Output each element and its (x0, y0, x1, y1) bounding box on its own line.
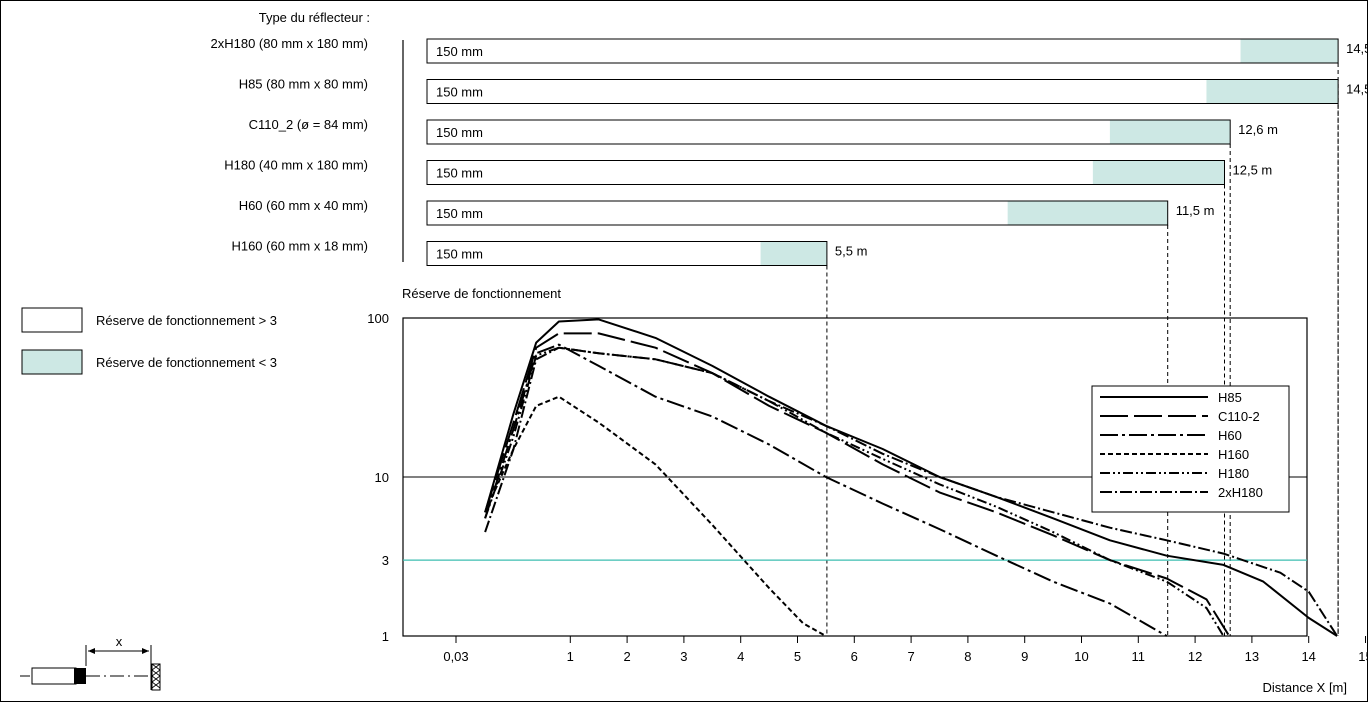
y-tick-label-3: 100 (367, 311, 389, 326)
series-line-2xh180 (484, 346, 1338, 637)
bar-min-label-4: 150 mm (436, 206, 483, 221)
bar-value-label-3: 12,5 m (1233, 163, 1273, 178)
bar-outline-1 (426, 79, 1339, 104)
legend-box-high (21, 307, 83, 333)
x-tick-label-10: 10 (1074, 649, 1088, 664)
bar-min-label-0: 150 mm (436, 44, 483, 59)
reflector-icon (150, 663, 161, 691)
y-tick-label-0: 1 (382, 629, 389, 644)
x-axis-label: Distance X [m] (1262, 680, 1347, 695)
reflector-label-2: C110_2 (ø = 84 mm) (249, 117, 368, 132)
bar-outline-3 (426, 160, 1225, 185)
legend-entry-0: H85 (1218, 390, 1242, 405)
range-bars: 2xH180 (80 mm x 180 mm) 150 mm 14,5 m H85 (… (211, 36, 1368, 636)
x-tick-label-2: 2 (623, 649, 630, 664)
x-tick-label-4: 4 (737, 649, 744, 664)
legend-entry-4: H180 (1218, 466, 1249, 481)
bar-value-label-5: 5,5 m (835, 244, 868, 259)
series-line-h180 (484, 346, 1225, 637)
bar-low-5 (760, 241, 827, 266)
bar-high-5 (427, 241, 761, 266)
legend-box-low (21, 349, 83, 375)
bar-outline-4 (426, 200, 1169, 226)
legend-entry-1: C110-2 (1218, 409, 1260, 424)
legend-label-low: Réserve de fonctionnement < 3 (96, 355, 277, 370)
bar-low-2 (1109, 120, 1231, 144)
series-legend: H85 C110-2 H60 H160 H180 2xH180 (1091, 385, 1290, 513)
bar-high-1 (427, 79, 1207, 104)
x-tick-label-7: 7 (907, 649, 914, 664)
bar-low-0 (1240, 39, 1339, 63)
series-line-h160 (484, 395, 827, 637)
x-tick-label-12: 12 (1188, 649, 1202, 664)
bar-min-label-5: 150 mm (436, 247, 483, 262)
bar-value-label-2: 12,6 m (1238, 122, 1278, 137)
x-tick-label-9: 9 (1021, 649, 1028, 664)
x-tick-label-11: 11 (1132, 649, 1146, 664)
legend-entry-5: 2xH180 (1218, 485, 1263, 500)
bar-outline-5 (426, 241, 828, 266)
series-line-h60 (484, 343, 1168, 637)
bar-outline-2 (426, 119, 1231, 145)
sensor-diagram: x (20, 634, 161, 691)
reflector-label-3: H180 (40 mm x 180 mm) (224, 158, 368, 173)
reflector-type-heading: Type du réflecteur : (259, 10, 370, 25)
bar-min-label-3: 150 mm (436, 166, 483, 181)
bar-value-label-4: 11,5 m (1176, 203, 1215, 218)
bar-high-2 (427, 120, 1110, 144)
bar-min-label-1: 150 mm (436, 85, 483, 100)
x-tick-label-3: 3 (680, 649, 687, 664)
legend-entry-2: H60 (1218, 428, 1242, 443)
bar-high-0 (427, 39, 1241, 63)
y-tick-label-1: 3 (382, 553, 389, 568)
y-tick-label-2: 10 (375, 470, 389, 485)
x-tick-label-8: 8 (964, 649, 971, 664)
reflector-label-5: H160 (60 mm x 18 mm) (231, 239, 368, 254)
series-lines (484, 318, 1338, 637)
bar-value-label-0: 14,5 m (1346, 41, 1368, 56)
x-tick-label-15: 15 (1358, 649, 1368, 664)
bar-low-4 (1007, 201, 1168, 225)
series-line-h85 (484, 318, 1338, 637)
x-tick-label-13: 13 (1245, 649, 1259, 664)
y-axis-label: Réserve de fonctionnement (402, 286, 561, 301)
bar-outline-0 (426, 38, 1339, 64)
x-tick-label-14: 14 (1301, 649, 1315, 664)
bar-low-3 (1092, 160, 1225, 185)
x-tick-label-6: 6 (851, 649, 858, 664)
bar-min-label-2: 150 mm (436, 125, 483, 140)
bar-value-label-1: 14,5 m (1346, 82, 1368, 97)
reflector-label-0: 2xH180 (80 mm x 180 mm) (211, 36, 369, 51)
distance-x-label: x (116, 634, 123, 649)
sensor-icon (31, 667, 77, 685)
reflector-label-1: H85 (80 mm x 80 mm) (239, 77, 368, 92)
x-tick-label-5: 5 (794, 649, 801, 664)
reflector-label-4: H60 (60 mm x 40 mm) (239, 198, 368, 213)
x-tick-label-1: 1 (567, 649, 574, 664)
legend-entry-3: H160 (1218, 447, 1249, 462)
x-tick-label-0: 0,03 (443, 649, 468, 664)
legend-label-high: Réserve de fonctionnement > 3 (96, 313, 277, 328)
bar-high-3 (427, 160, 1093, 185)
bar-low-1 (1206, 79, 1339, 104)
bar-high-4 (427, 201, 1008, 225)
